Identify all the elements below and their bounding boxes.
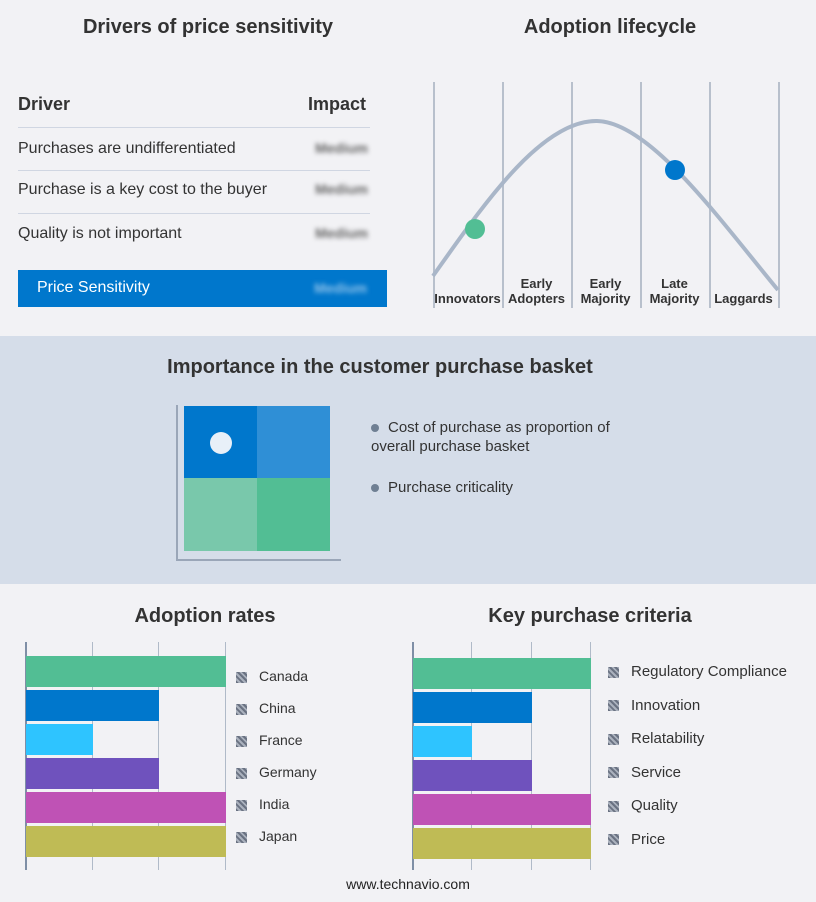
grid-line bbox=[91, 642, 93, 870]
stage-label: Early Majority bbox=[580, 276, 631, 306]
grid-line bbox=[530, 642, 532, 870]
innovators-marker bbox=[465, 219, 485, 239]
legend-swatch-icon bbox=[608, 666, 619, 678]
legend-label: Japan bbox=[259, 828, 298, 844]
legend-item: Germany bbox=[236, 764, 317, 780]
legend-swatch-icon bbox=[608, 834, 619, 846]
legend-item: Relatability bbox=[608, 730, 704, 747]
legend-swatch-icon bbox=[236, 703, 247, 715]
x-axis bbox=[176, 559, 341, 561]
bar-quality bbox=[413, 794, 591, 825]
stage-label: Late Majority bbox=[649, 276, 700, 306]
legend-item: India bbox=[236, 796, 289, 812]
legend-label: Relatability bbox=[631, 730, 705, 747]
purchase-criteria-title: Key purchase criteria bbox=[488, 605, 692, 627]
impact-value: Medium bbox=[315, 140, 368, 156]
lifecycle-title: Adoption lifecycle bbox=[523, 16, 697, 38]
legend-item: Japan bbox=[236, 828, 297, 844]
drivers-header: Driver Impact bbox=[18, 94, 370, 128]
legend-item: Regulatory Compliance bbox=[608, 663, 787, 680]
bar-price bbox=[413, 828, 591, 859]
bar-innovation bbox=[413, 692, 532, 723]
legend-item: China bbox=[236, 700, 296, 716]
legend-swatch-icon bbox=[608, 800, 619, 812]
grid-line bbox=[225, 642, 226, 870]
footer-url: www.technavio.com bbox=[346, 876, 470, 892]
bar-china bbox=[26, 690, 160, 721]
stage-label: Innovators bbox=[434, 291, 501, 306]
legend-swatch-icon bbox=[608, 733, 619, 745]
bar-india bbox=[26, 792, 226, 823]
grid-line bbox=[778, 82, 780, 308]
driver-label: Quality is not important bbox=[18, 225, 182, 242]
basket-section bbox=[0, 336, 816, 584]
legend-label: Price bbox=[631, 830, 666, 848]
legend-swatch-icon bbox=[236, 831, 247, 843]
legend-label: China bbox=[259, 700, 296, 716]
legend-swatch-icon bbox=[236, 767, 247, 779]
quadrant bbox=[184, 478, 257, 551]
driver-row: Purchase is a key cost to the buyer Medi… bbox=[18, 181, 370, 214]
legend-label: Canada bbox=[259, 668, 309, 684]
bar-germany bbox=[26, 758, 160, 789]
legend-swatch-icon bbox=[608, 700, 619, 712]
legend-swatch-icon bbox=[236, 671, 247, 683]
bar-regulatory-compliance bbox=[413, 658, 591, 689]
position-marker bbox=[210, 432, 232, 454]
summary-impact: Medium bbox=[314, 280, 367, 296]
bar-relatability bbox=[413, 726, 473, 757]
summary-label: Price Sensitivity bbox=[37, 279, 150, 296]
driver-row: Purchases are undifferentiated Medium bbox=[18, 140, 370, 171]
legend-item: Canada bbox=[236, 668, 308, 684]
legend-item: France bbox=[236, 732, 303, 748]
impact-value: Medium bbox=[315, 181, 368, 197]
legend-label: India bbox=[259, 796, 290, 812]
grid-line bbox=[433, 82, 435, 308]
legend-item: Quality bbox=[608, 797, 678, 814]
quadrant bbox=[257, 478, 330, 551]
legend-item: Innovation bbox=[608, 697, 700, 714]
bar-service bbox=[413, 760, 532, 791]
impact-header: Impact bbox=[307, 94, 366, 114]
grid-line bbox=[709, 82, 711, 308]
quadrant bbox=[257, 406, 330, 478]
basket-title: Importance in the customer purchase bask… bbox=[167, 356, 593, 378]
adoption-curve bbox=[431, 118, 780, 292]
late-majority-marker bbox=[665, 160, 685, 180]
grid-line bbox=[502, 82, 504, 308]
driver-label: Purchases are undifferentiated bbox=[18, 140, 236, 157]
basket-legend-item: Purchase criticality bbox=[371, 479, 513, 496]
legend-swatch-icon bbox=[608, 767, 619, 779]
driver-label: Purchase is a key cost to the buyer bbox=[18, 181, 268, 198]
driver-header: Driver bbox=[18, 94, 71, 114]
legend-label: Service bbox=[631, 763, 682, 781]
legend-label: France bbox=[259, 732, 303, 748]
impact-value: Medium bbox=[315, 225, 368, 241]
price-sensitivity-summary: Price Sensitivity Medium bbox=[18, 270, 387, 307]
legend-label: Quality bbox=[631, 797, 678, 814]
axis-line bbox=[25, 642, 27, 870]
grid-line bbox=[158, 642, 160, 870]
stage-label: Laggards bbox=[714, 291, 773, 306]
legend-item: Price bbox=[608, 831, 665, 848]
legend-label: Germany bbox=[259, 764, 317, 780]
driver-row: Quality is not important Medium bbox=[18, 225, 370, 255]
drivers-title: Drivers of price sensitivity bbox=[82, 16, 334, 38]
grid-line bbox=[640, 82, 642, 308]
basket-legend-item: Cost of purchase as proportion of overal… bbox=[371, 419, 610, 455]
legend-item: Service bbox=[608, 764, 681, 781]
adoption-rates-title: Adoption rates bbox=[134, 605, 276, 627]
stage-label: Early Adopters bbox=[507, 276, 566, 306]
bar-japan bbox=[26, 826, 226, 857]
bar-canada bbox=[26, 656, 226, 687]
legend-label: Innovation bbox=[631, 696, 701, 714]
legend-label: Regulatory Compliance bbox=[631, 663, 787, 680]
bar-france bbox=[26, 724, 93, 755]
legend-swatch-icon bbox=[236, 735, 247, 747]
grid-line bbox=[590, 642, 591, 870]
y-axis bbox=[176, 405, 178, 561]
grid-line bbox=[571, 82, 573, 308]
legend-swatch-icon bbox=[236, 799, 247, 811]
